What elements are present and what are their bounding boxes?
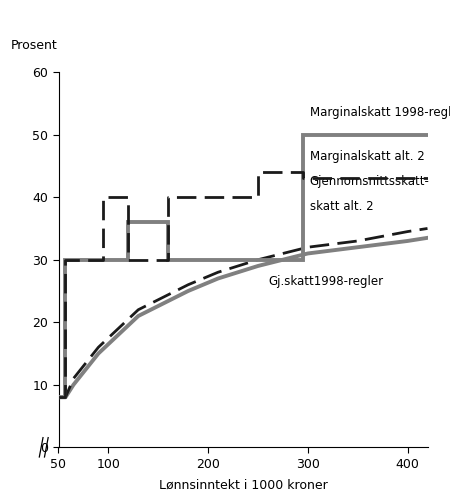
Text: Marginalskatt 1998-regler: Marginalskatt 1998-regler — [310, 106, 450, 119]
X-axis label: Lønnsinntekt i 1000 kroner: Lønnsinntekt i 1000 kroner — [158, 479, 328, 492]
Text: skatt alt. 2: skatt alt. 2 — [310, 200, 374, 213]
Text: Gjennomsnittsskatt-: Gjennomsnittsskatt- — [310, 175, 430, 188]
Text: Marginalskatt alt. 2: Marginalskatt alt. 2 — [310, 150, 424, 163]
Text: Prosent: Prosent — [10, 39, 57, 52]
Text: Gj.skatt1998-regler: Gj.skatt1998-regler — [268, 275, 383, 288]
